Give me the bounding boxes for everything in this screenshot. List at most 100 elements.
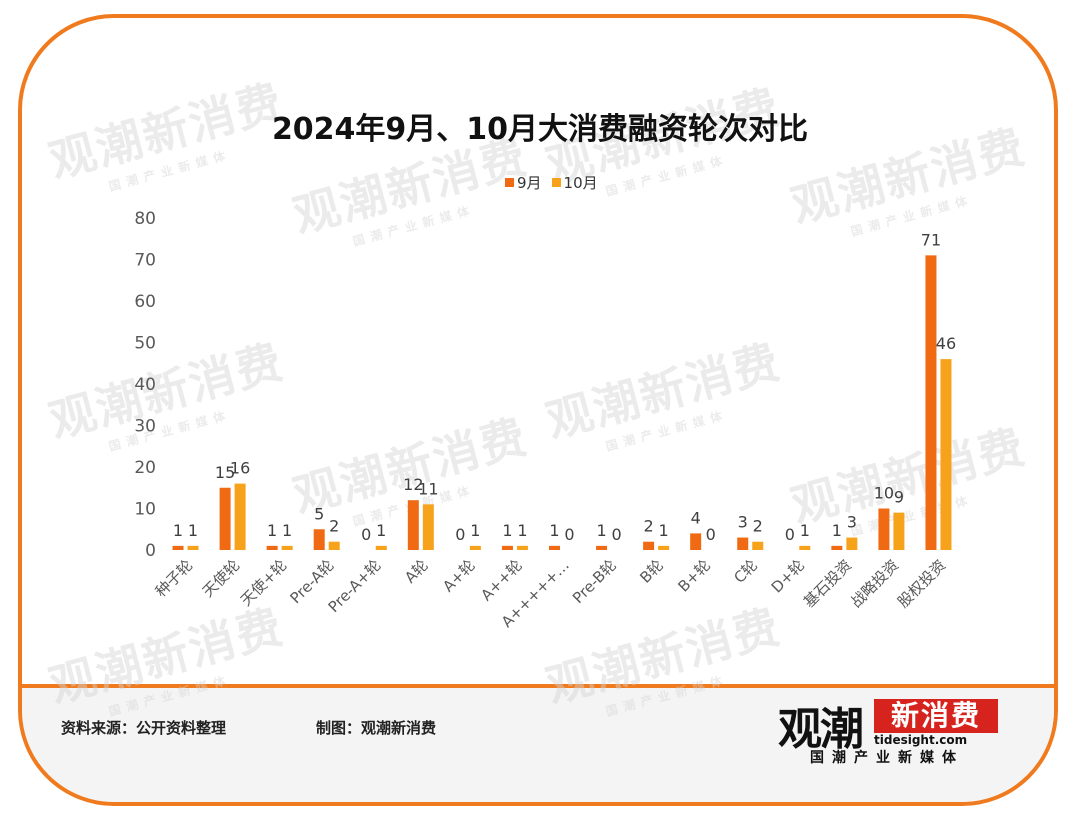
bar [846,537,858,550]
data-label: 2 [753,517,763,536]
data-label: 0 [455,525,465,544]
bar [219,487,231,550]
data-label: 1 [596,521,606,540]
logo-site: tidesight.com [874,733,968,747]
data-label: 46 [936,334,956,353]
y-tick-label: 30 [134,417,156,437]
bar [422,504,434,550]
data-label: 1 [173,521,183,540]
maker-note: 制图：观潮新消费 [316,719,437,737]
x-tick-label: 战略投资 [847,556,902,611]
y-tick-label: 50 [134,334,156,354]
bar [737,537,749,550]
x-tick-label: 种子轮 [152,556,197,601]
data-label: 4 [691,508,701,527]
bar [375,545,387,550]
y-tick-label: 20 [134,458,156,478]
data-label: 0 [361,525,371,544]
bar [172,545,184,550]
data-label: 10 [874,484,894,503]
legend-item-sep: 9月 [505,172,542,193]
bar [266,545,278,550]
chart-title: 2024年9月、10月大消费融资轮次对比 [271,112,809,147]
data-label: 0 [785,525,795,544]
logo-glyph: 观潮 [778,704,864,755]
data-label: 1 [376,521,386,540]
bar [469,545,481,550]
bar [281,545,293,550]
bar [187,545,199,550]
y-tick-label: 10 [134,500,156,520]
legend-label-sep: 9月 [517,174,542,192]
x-tick-label: Pre-B轮 [569,556,620,607]
logo-tagline: 国潮产业新媒体 [810,750,964,766]
bar [313,529,325,550]
data-label: 1 [517,521,527,540]
data-label: 1 [502,521,512,540]
y-tick-label: 0 [145,541,156,561]
x-tick-label: A轮 [401,556,432,587]
x-tick-label: C轮 [730,556,761,587]
chart-legend: 9月 10月 [505,172,604,193]
bar [407,500,419,550]
bar [925,255,937,550]
legend-item-oct: 10月 [551,172,598,193]
bar [893,512,905,550]
data-label: 3 [847,513,857,532]
data-label: 0 [564,525,574,544]
data-label: 16 [230,459,250,478]
y-tick-label: 60 [134,292,156,312]
x-tick-label: B+轮 [675,556,714,595]
bar [878,508,890,550]
x-tick-label: 基石投资 [800,556,855,611]
bar [690,533,702,550]
data-label: 1 [282,521,292,540]
data-label: 1 [832,521,842,540]
x-tick-label: 天使+轮 [237,556,290,609]
bar [549,545,560,550]
data-label: 1 [549,521,559,540]
data-label: 11 [418,479,438,498]
x-tick-label: 天使轮 [199,556,244,601]
bar [831,545,843,550]
bar [596,545,608,550]
data-label: 0 [706,525,716,544]
legend-swatch-sep [505,178,514,187]
data-label: 1 [470,521,480,540]
x-tick-label: B轮 [636,556,667,587]
data-label: 2 [644,517,654,536]
data-label: 1 [267,521,277,540]
data-label: 1 [800,521,810,540]
x-tick-label: 股权投资 [894,556,949,611]
bar [658,545,670,550]
brand-logo: 观潮 新消费 tidesight.com 国潮产业新媒体 [778,697,1008,767]
bar [234,483,246,550]
source-note: 资料来源：公开资料整理 [61,719,227,737]
y-tick-label: 40 [134,375,156,395]
data-label: 12 [403,475,423,494]
data-label: 71 [921,230,941,249]
bar [501,545,513,550]
chart-frame [18,14,1058,806]
data-label: 2 [329,517,339,536]
logo-brand: 新消费 [874,699,998,733]
y-tick-label: 70 [134,251,156,271]
legend-label-oct: 10月 [563,174,598,192]
bar [328,541,340,550]
data-label: 9 [894,488,904,507]
legend-swatch-oct [551,178,561,187]
data-label: 1 [188,521,198,540]
data-label: 1 [659,521,669,540]
bar [643,541,655,550]
bar [516,545,528,550]
x-tick-label: D+轮 [768,556,808,596]
bar [940,359,952,550]
data-label: 15 [215,463,235,482]
bar [799,545,811,550]
x-tick-label: A+轮 [439,556,478,595]
y-tick-label: 80 [134,209,156,229]
data-label: 3 [738,513,748,532]
bar [752,541,764,550]
data-label: 5 [314,504,324,523]
